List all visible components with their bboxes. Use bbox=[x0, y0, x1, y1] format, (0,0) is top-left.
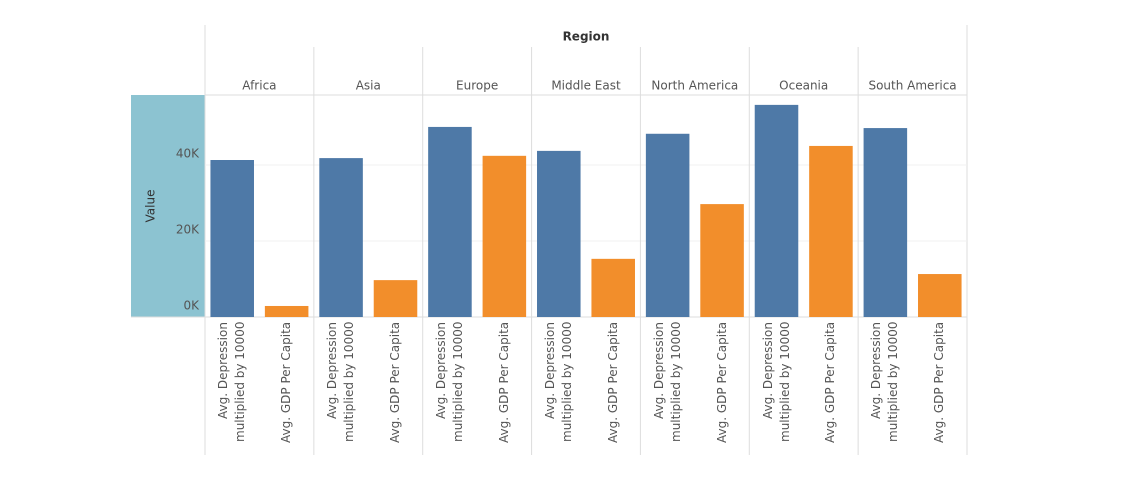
bar bbox=[863, 128, 908, 317]
bar bbox=[645, 133, 690, 317]
x-header-label: Middle East bbox=[551, 79, 621, 93]
x-header-label: South America bbox=[868, 79, 956, 93]
y-tick-label: 0K bbox=[183, 299, 200, 313]
bar bbox=[373, 280, 418, 317]
x-header-label: North America bbox=[651, 79, 738, 93]
y-tick-label: 20K bbox=[176, 222, 200, 236]
x-header-label: Oceania bbox=[779, 79, 828, 93]
bar bbox=[210, 160, 254, 317]
bar bbox=[537, 150, 581, 317]
y-axis-label: Value bbox=[144, 190, 158, 223]
bar bbox=[482, 155, 527, 317]
x-tick-label: Avg. GDP Per Capita bbox=[823, 322, 838, 444]
x-tick-label: Avg. Depression multiplied by 10000 bbox=[760, 322, 792, 443]
bar bbox=[428, 126, 472, 317]
x-tick-label: Avg. Depression multiplied by 10000 bbox=[542, 322, 574, 443]
x-header-label: Asia bbox=[356, 79, 381, 93]
x-tick-label: Avg. Depression multiplied by 10000 bbox=[651, 322, 683, 443]
bar bbox=[264, 305, 309, 317]
x-header-label: Africa bbox=[242, 79, 276, 93]
bar bbox=[754, 104, 799, 317]
x-tick-label: Avg. GDP Per Capita bbox=[932, 322, 947, 444]
y-label-background bbox=[131, 95, 205, 317]
x-tick-label: Avg. GDP Per Capita bbox=[605, 322, 620, 444]
x-tick-label: Avg. Depression multiplied by 10000 bbox=[325, 322, 357, 443]
x-header-label: Europe bbox=[456, 79, 498, 93]
bar bbox=[700, 204, 744, 317]
bar bbox=[319, 158, 363, 317]
x-tick-label: Avg. GDP Per Capita bbox=[388, 322, 402, 444]
x-tick-label: Avg. GDP Per Capita bbox=[279, 322, 294, 444]
x-tick-label: Avg. Depression multiplied by 10000 bbox=[216, 322, 248, 443]
bar bbox=[591, 258, 635, 317]
bar bbox=[809, 145, 853, 317]
x-header: Region bbox=[563, 30, 610, 44]
bar bbox=[918, 274, 962, 317]
x-tick-label: Avg. Depression multiplied by 10000 bbox=[433, 322, 465, 443]
x-tick-label: Avg. Depression multiplied by 10000 bbox=[869, 322, 901, 443]
x-tick-label: Avg. GDP Per Capita bbox=[496, 322, 511, 444]
y-tick-label: 40K bbox=[176, 146, 200, 160]
x-tick-label: Avg. GDP Per Capita bbox=[714, 322, 729, 444]
